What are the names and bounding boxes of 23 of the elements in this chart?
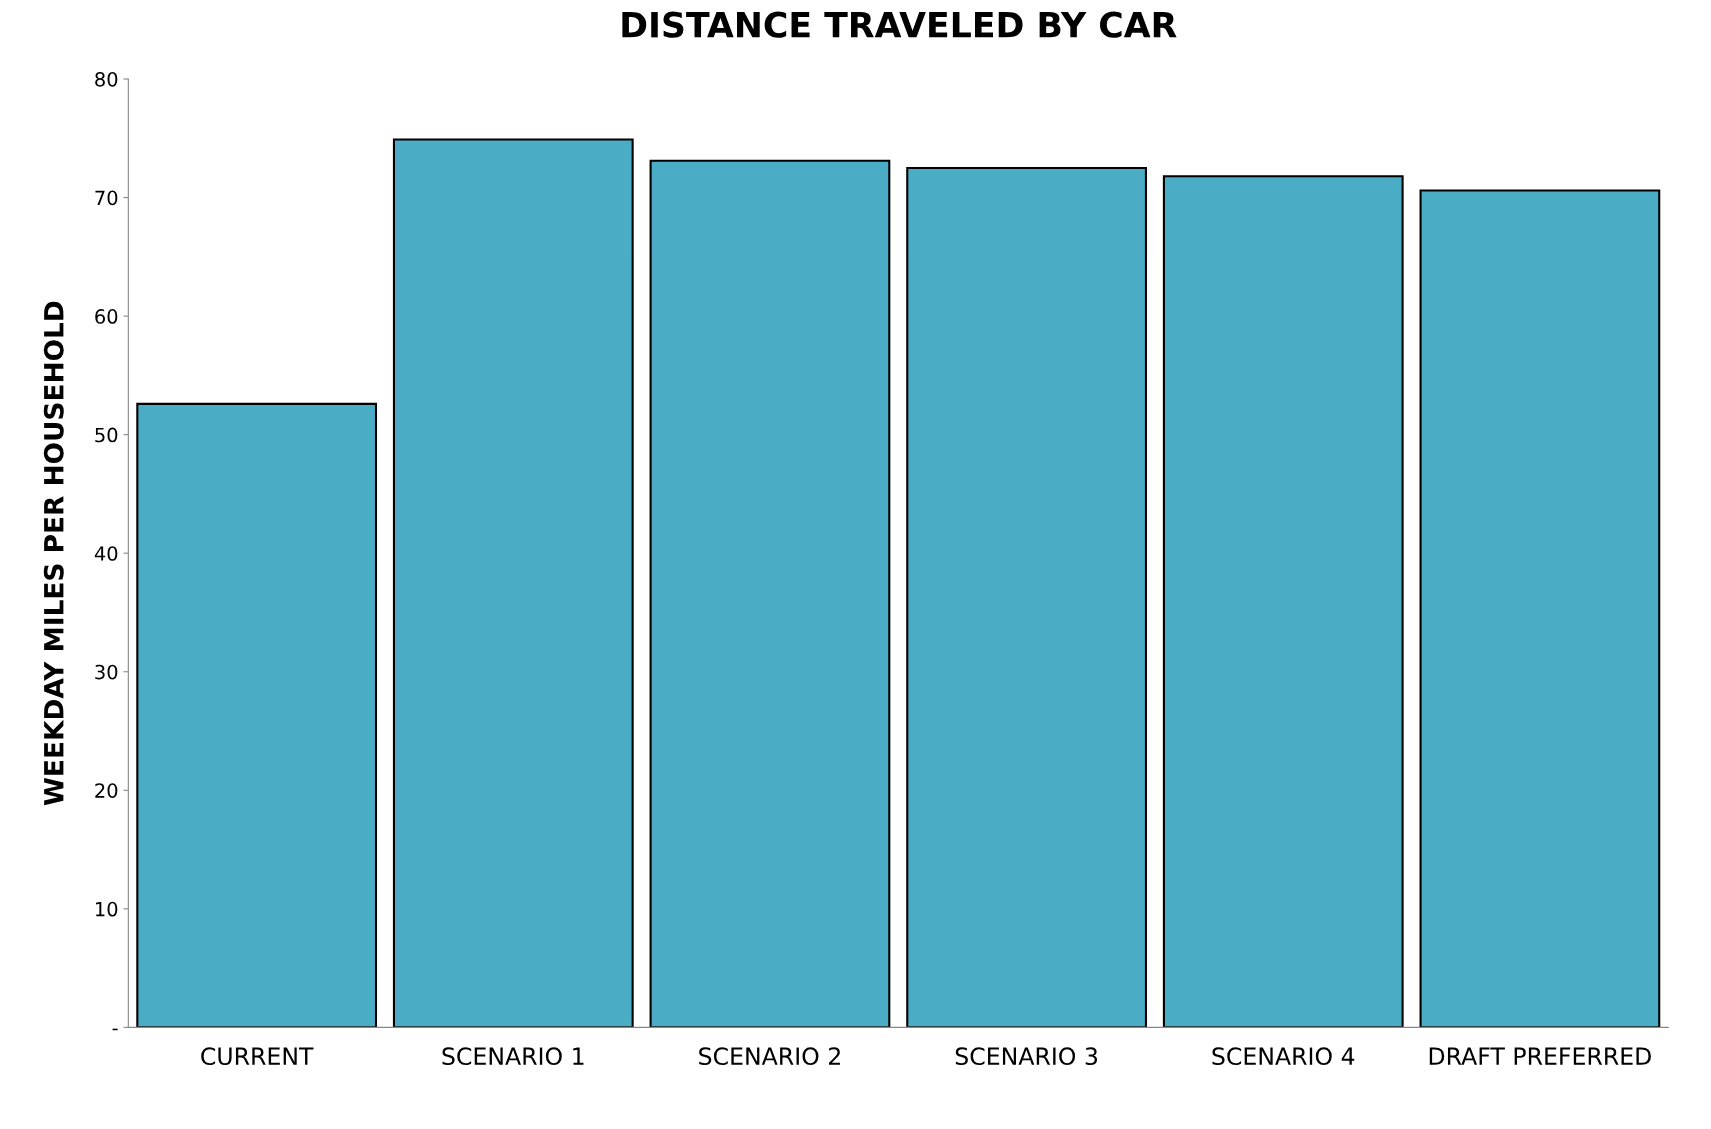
y-tick-label: 40 [94,546,118,561]
y-tick-label: 70 [95,190,118,206]
bar [1162,175,1404,1028]
x-tick-label: SCENARIO 3 [955,1047,1098,1066]
y-tick-label: 10 [96,901,118,917]
y-axis-title: WEEKDAY MILES PER HOUSEHOLD [43,301,64,806]
chart-title: DISTANCE TRAVELED BY CAR [622,11,1177,38]
x-tick-label: CURRENT [201,1047,314,1066]
y-tick-label: 80 [95,71,118,87]
y-tick-label: 20 [95,783,118,798]
y-tick-label: 50 [95,427,118,443]
x-tick-label: SCENARIO 2 [699,1047,840,1066]
x-tick-label: SCENARIO 4 [1212,1047,1355,1066]
x-tick-label: SCENARIO 1 [442,1047,584,1066]
y-tick-label: 30 [95,664,118,680]
x-tick-label: DRAFT PREFERRED [1429,1047,1651,1065]
bar [1419,189,1661,1028]
bar [906,166,1147,1028]
y-tick-label: 60 [95,309,118,324]
y-tick-label: - [112,1028,118,1031]
bar [136,402,378,1028]
bar [392,138,634,1028]
bar [649,159,891,1028]
